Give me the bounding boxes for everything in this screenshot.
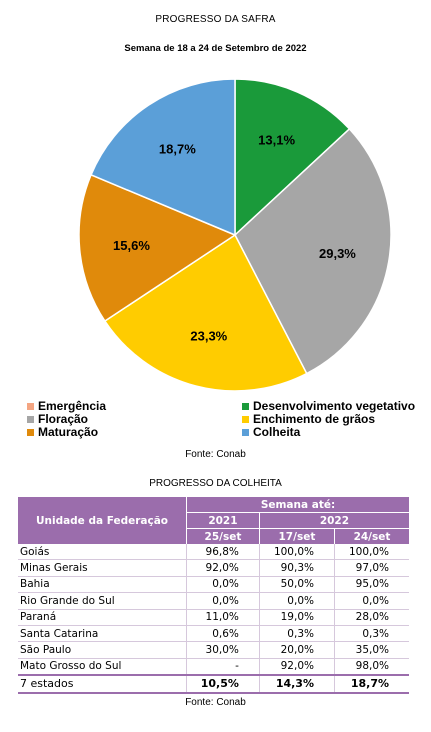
cell-uf: 7 estados: [18, 674, 187, 694]
cell-uf: Rio Grande do Sul: [18, 592, 187, 610]
table-row: Minas Gerais 92,0% 90,3% 97,0%: [18, 559, 409, 577]
pie-data-label: 18,7%: [159, 141, 196, 156]
cell-value: 92,0%: [186, 559, 260, 577]
header-col: 17/set: [258, 528, 335, 544]
header-col: 25/set: [186, 528, 260, 544]
table-source: Fonte: Conab: [185, 697, 246, 708]
cell-value: 50,0%: [258, 576, 335, 594]
cell-value: 90,3%: [258, 559, 335, 577]
cell-value: 19,0%: [258, 609, 335, 626]
legend-swatch: [242, 403, 249, 410]
header-year-2021: 2021: [186, 512, 260, 529]
pie-slice: [234, 78, 351, 237]
legend-item-colheita: Colheita: [242, 426, 415, 439]
legend-label: Enchimento de grãos: [253, 412, 376, 426]
legend-item-emergencia: Emergência: [27, 400, 106, 413]
legend-item-maturacao: Maturação: [27, 426, 106, 439]
cell-value: 0,3%: [333, 625, 409, 643]
legend-swatch: [27, 403, 34, 410]
chart-subtitle: Semana de 18 a 24 de Setembro de 2022: [124, 43, 307, 54]
legend-swatch: [242, 416, 249, 423]
header-year-2022: 2022: [258, 512, 409, 529]
cell-value: 28,0%: [333, 609, 409, 626]
legend-label: Emergência: [38, 399, 107, 413]
pie-slice: [78, 173, 237, 323]
cell-value: 98,0%: [333, 658, 409, 676]
cell-value: -: [186, 658, 260, 676]
table-total-row: 7 estados 10,5% 14,3% 18,7%: [18, 674, 409, 694]
table-row: Santa Catarina 0,6% 0,3% 0,3%: [18, 625, 409, 643]
pie-data-label: 13,1%: [258, 133, 295, 148]
chart-source: Fonte: Conab: [185, 449, 246, 460]
cell-value: 95,0%: [333, 576, 409, 594]
cell-uf: Mato Grosso do Sul: [18, 658, 187, 676]
cell-value: 11,0%: [186, 609, 260, 626]
pie-data-label: 23,3%: [190, 329, 227, 344]
cell-value: 0,0%: [258, 592, 335, 610]
pie-slice: [90, 78, 236, 237]
legend-label: Desenvolvimento vegetativo: [253, 399, 416, 413]
table-row: Bahia 0,0% 50,0% 95,0%: [18, 576, 409, 594]
cell-value: 100,0%: [333, 544, 409, 561]
legend-label: Floração: [38, 412, 89, 426]
legend-item-enchimento: Enchimento de grãos: [242, 413, 415, 426]
header-col: 24/set: [333, 528, 409, 544]
chart-title: PROGRESSO DA SAFRA: [155, 14, 276, 25]
cell-uf: Paraná: [18, 609, 187, 626]
pie-chart: 13,1% 29,3% 23,3% 15,6% 18,7%: [78, 78, 392, 392]
cell-value: 100,0%: [258, 544, 335, 561]
legend-item-floracao: Floração: [27, 413, 106, 426]
cell-value: 30,0%: [186, 641, 260, 659]
legend-label: Maturação: [38, 425, 99, 439]
table-title: PROGRESSO DA COLHEITA: [149, 478, 282, 489]
table-row: Goiás 96,8% 100,0% 100,0%: [18, 544, 409, 561]
cell-value: 0,3%: [258, 625, 335, 643]
cell-value: 20,0%: [258, 641, 335, 659]
cell-value: 92,0%: [258, 658, 335, 676]
table-row: Rio Grande do Sul 0,0% 0,0% 0,0%: [18, 592, 409, 610]
cell-value: 0,0%: [186, 576, 260, 594]
cell-value: 0,0%: [186, 592, 260, 610]
table-row: Mato Grosso do Sul - 92,0% 98,0%: [18, 658, 409, 676]
cell-uf: Goiás: [18, 544, 187, 561]
header-uf: Unidade da Federação: [18, 497, 187, 544]
cell-uf: Bahia: [18, 576, 187, 594]
cell-total: 10,5%: [186, 674, 260, 694]
cell-value: 0,0%: [333, 592, 409, 610]
pie-slice: [103, 233, 308, 392]
legend-swatch: [27, 429, 34, 436]
pie-slice: [234, 127, 392, 375]
pie-data-label: 29,3%: [319, 246, 356, 261]
header-semana: Semana até:: [186, 497, 409, 513]
cell-uf: São Paulo: [18, 641, 187, 659]
pie-data-label: 15,6%: [113, 238, 150, 253]
cell-uf: Minas Gerais: [18, 559, 187, 577]
cell-value: 0,6%: [186, 625, 260, 643]
cell-value: 35,0%: [333, 641, 409, 659]
cell-total: 14,3%: [258, 674, 335, 694]
cell-value: 97,0%: [333, 559, 409, 577]
cell-uf: Santa Catarina: [18, 625, 187, 643]
legend-label: Colheita: [253, 425, 301, 439]
table-row: São Paulo 30,0% 20,0% 35,0%: [18, 641, 409, 659]
legend-right: Desenvolvimento vegetativo Enchimento de…: [242, 400, 415, 439]
table-row: Paraná 11,0% 19,0% 28,0%: [18, 609, 409, 626]
legend-left: Emergência Floração Maturação: [27, 400, 106, 439]
cell-total: 18,7%: [333, 674, 409, 694]
legend-swatch: [27, 416, 34, 423]
harvest-table: Unidade da Federação Semana até: 2021 20…: [18, 497, 409, 694]
legend-item-desenvolvimento: Desenvolvimento vegetativo: [242, 400, 415, 413]
cell-value: 96,8%: [186, 544, 260, 561]
legend-swatch: [242, 429, 249, 436]
